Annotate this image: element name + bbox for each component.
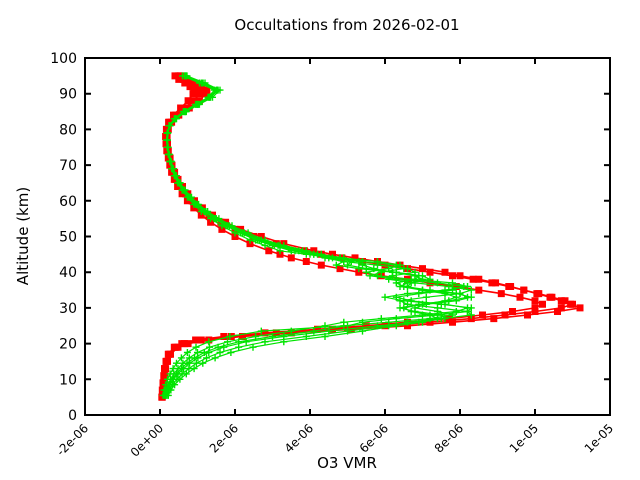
y-tick-label: 50 xyxy=(59,230,77,246)
axis-ticks xyxy=(84,57,611,416)
occultation-green-3-markers xyxy=(162,72,471,399)
occultation-green-5-markers xyxy=(163,72,460,399)
y-tick-label: 10 xyxy=(59,372,77,388)
y-tick-label: 20 xyxy=(59,337,77,353)
x-tick-label: 6e-06 xyxy=(357,421,391,455)
y-tick-label: 30 xyxy=(59,301,77,317)
occultation-red-2-markers xyxy=(158,72,576,401)
x-axis-label: O3 VMR xyxy=(317,454,377,472)
y-axis-label: Altitude (km) xyxy=(14,187,32,285)
y-tick-label: 0 xyxy=(68,408,77,424)
y-tick-label: 80 xyxy=(59,122,77,138)
occultation-green-1-markers xyxy=(159,72,475,399)
x-tick-label: -2e-06 xyxy=(54,421,91,458)
x-tick-label: 1e-05 xyxy=(582,421,616,455)
y-tick-label: 90 xyxy=(59,87,77,103)
occultation-green-6-markers xyxy=(161,72,475,399)
x-tick-label: 4e-06 xyxy=(282,421,316,455)
x-tick-label: 1e-05 xyxy=(507,421,541,455)
y-tick-label: 70 xyxy=(59,158,77,174)
y-tick-label: 40 xyxy=(59,265,77,281)
x-tick-label: 2e-06 xyxy=(207,421,241,455)
occultation-green-2-markers xyxy=(160,72,471,399)
chart-title: Occultations from 2026-02-01 xyxy=(234,16,459,34)
plot-area: 0 10 20 30 40 50 60 70 80 90 100 -2e-06 0e+00 2e-06 4e… xyxy=(50,51,616,460)
occultation-red-1-markers xyxy=(158,72,546,401)
y-tick-label: 60 xyxy=(59,194,77,210)
y-tick-label: 100 xyxy=(50,51,77,67)
x-tick-label: 0e+00 xyxy=(128,421,166,459)
occultation-red-3-line xyxy=(161,75,584,398)
x-tick-label: 8e-06 xyxy=(432,421,466,455)
